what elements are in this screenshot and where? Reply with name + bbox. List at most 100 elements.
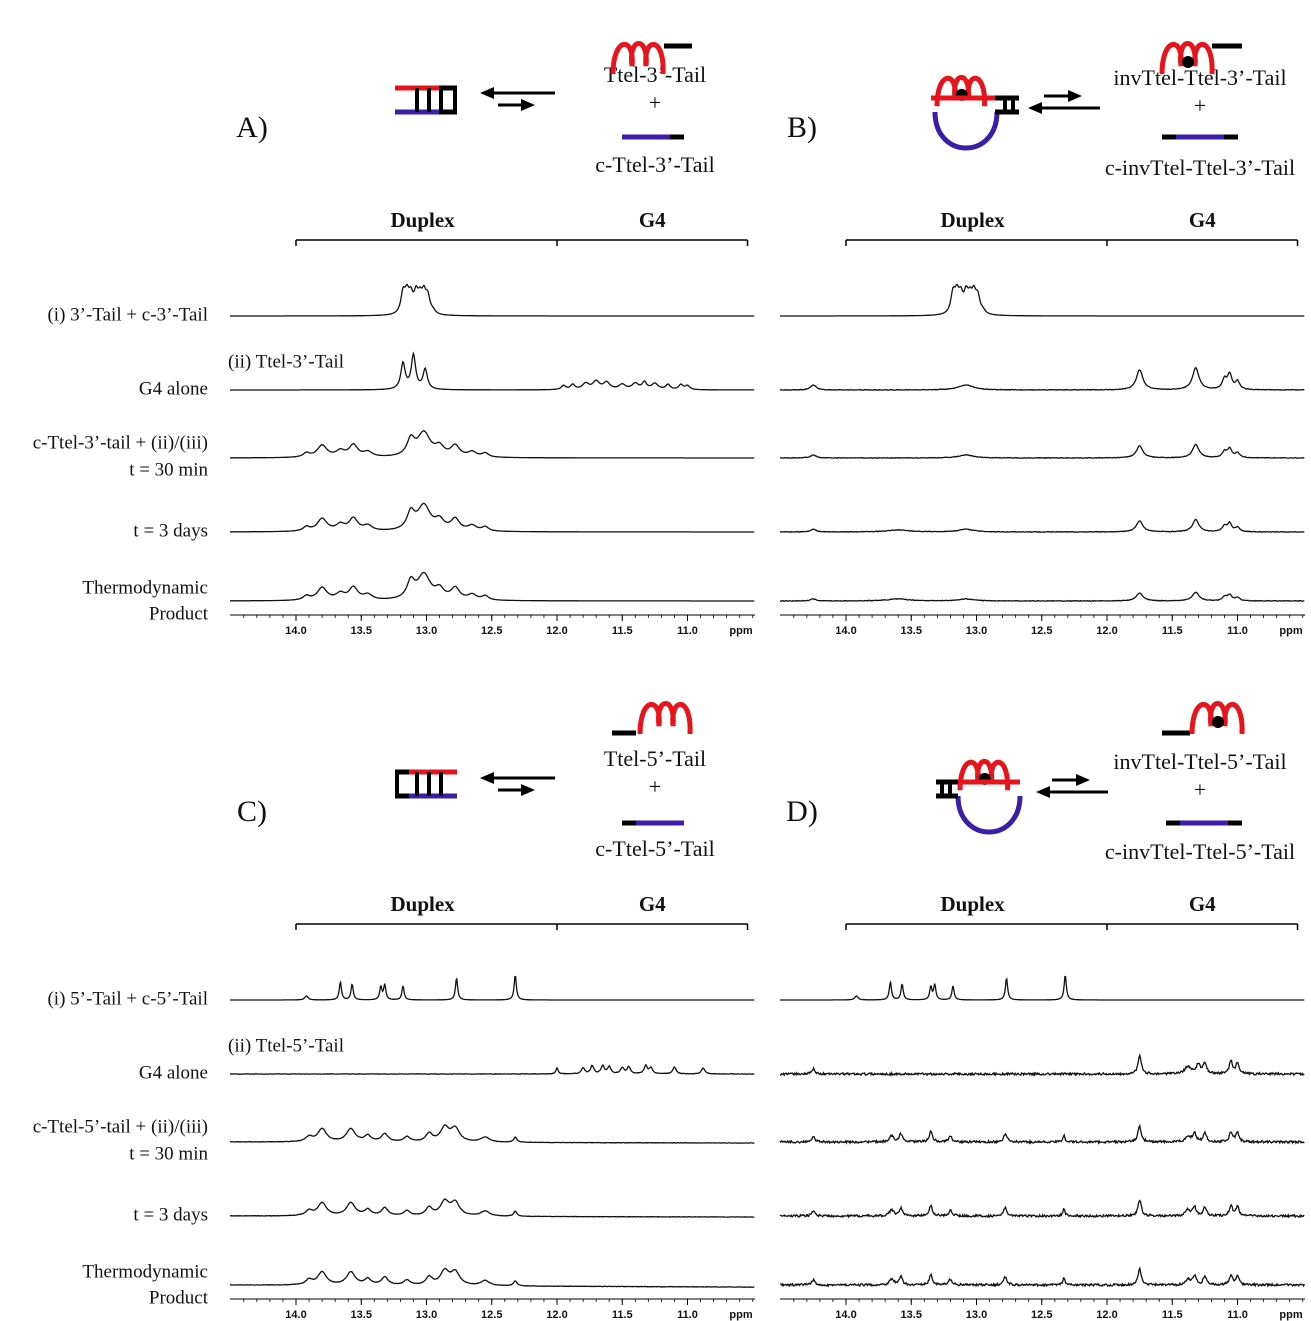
g4-icon — [637, 701, 693, 735]
nmr-spectrum — [229, 1267, 755, 1288]
row-label: Product — [149, 1287, 209, 1308]
arrow-head — [1036, 786, 1050, 798]
row-label: t = 30 min — [129, 459, 208, 480]
arrow-head — [480, 772, 494, 784]
row-label: (i) 3’-Tail + c-3’-Tail — [47, 304, 208, 325]
species-top: invTtel-Ttel-5’-Tail — [1113, 749, 1286, 774]
tick-label: 11.5 — [612, 1309, 633, 1321]
tick-label: 12.5 — [481, 625, 502, 637]
tick-label: 14.0 — [285, 1309, 306, 1321]
tick-label: 12.5 — [1031, 1309, 1052, 1321]
region-duplex: Duplex — [940, 892, 1005, 916]
species-plus: + — [1194, 777, 1206, 802]
row-label: t = 3 days — [133, 1204, 208, 1225]
nmr-spectrum — [780, 518, 1305, 533]
tick-label: 11.5 — [1162, 625, 1183, 637]
tick-label: 11.5 — [1162, 1309, 1183, 1321]
arrow-head — [1068, 90, 1082, 102]
species-bottom: c-Ttel-5’-Tail — [595, 836, 714, 861]
species-bottom: c-Ttel-3’-Tail — [595, 152, 714, 177]
arrow-head — [480, 87, 494, 99]
row-label: G4 alone — [139, 1062, 208, 1083]
tick-label: 11.0 — [677, 625, 698, 637]
g4-icon — [610, 41, 666, 75]
tick-label: 12.0 — [546, 1309, 567, 1321]
region-duplex: Duplex — [390, 208, 455, 232]
tick-label: 11.0 — [677, 1309, 698, 1321]
species-bottom: c-invTtel-Ttel-3’-Tail — [1105, 155, 1295, 180]
region-g4: G4 — [639, 208, 666, 232]
tick-label: 12.0 — [1096, 1309, 1117, 1321]
nmr-spectrum — [780, 443, 1305, 459]
panel-label: C) — [237, 795, 267, 828]
arrow-head — [521, 99, 535, 111]
tick-label: 13.5 — [901, 625, 922, 637]
tick-label: 13.0 — [416, 625, 437, 637]
loop-strand — [955, 795, 1023, 835]
g4-dot — [1182, 56, 1194, 68]
nmr-spectrum — [229, 1124, 755, 1144]
species-top: invTtel-Ttel-3’-Tail — [1113, 65, 1286, 90]
tick-label: 14.0 — [835, 625, 856, 637]
row-label: Thermodynamic — [82, 577, 208, 598]
tick-label: 13.5 — [351, 625, 372, 637]
arrow-head — [1028, 102, 1042, 114]
species-plus: + — [1194, 93, 1206, 118]
arrow-head — [1076, 774, 1090, 786]
nmr-spectrum — [780, 1053, 1305, 1077]
tick-label: 12.0 — [1096, 625, 1117, 637]
nmr-spectrum — [780, 283, 1305, 317]
axis-unit: ppm — [1279, 625, 1302, 637]
row-label: t = 3 days — [133, 520, 208, 541]
nmr-spectrum — [229, 1063, 755, 1075]
nmr-spectrum — [780, 975, 1305, 1001]
nmr-spectrum — [230, 283, 755, 317]
g4-icon — [1189, 701, 1245, 735]
g4-icon — [1159, 41, 1215, 75]
g4-icon — [934, 75, 988, 107]
nmr-spectrum — [779, 1123, 1305, 1145]
species-plus: + — [649, 774, 661, 799]
panel-label: A) — [236, 111, 268, 144]
sample-label: (ii) Ttel-3’-Tail — [228, 351, 344, 372]
tick-label: 11.0 — [1227, 1309, 1248, 1321]
region-duplex: Duplex — [940, 208, 1005, 232]
row-label: t = 30 min — [129, 1143, 208, 1164]
tick-label: 11.0 — [1227, 625, 1248, 637]
row-label: c-Ttel-5’-tail + (ii)/(iii) — [33, 1116, 208, 1137]
g4-icon — [957, 759, 1011, 791]
nmr-spectrum — [230, 571, 755, 602]
axis-unit: ppm — [729, 1309, 752, 1321]
panel-label: B) — [787, 111, 817, 144]
species-bottom: c-invTtel-Ttel-5’-Tail — [1105, 839, 1295, 864]
tick-label: 13.0 — [416, 1309, 437, 1321]
panel-label: D) — [786, 795, 818, 828]
region-g4: G4 — [1189, 892, 1216, 916]
g4-dot — [1212, 716, 1224, 728]
nmr-spectrum — [230, 975, 755, 1001]
tick-label: 13.5 — [351, 1309, 372, 1321]
species-plus: + — [649, 90, 661, 115]
species-top: Ttel-3’-Tail — [604, 62, 706, 87]
tick-label: 13.0 — [966, 625, 987, 637]
species-top: Ttel-5’-Tail — [604, 746, 706, 771]
region-g4: G4 — [1189, 208, 1216, 232]
tick-label: 14.0 — [835, 1309, 856, 1321]
loop-strand — [932, 111, 1000, 151]
tick-label: 13.5 — [901, 1309, 922, 1321]
nmr-spectrum — [230, 502, 755, 533]
tick-label: 14.0 — [285, 625, 306, 637]
row-label: Thermodynamic — [82, 1261, 208, 1282]
row-label: G4 alone — [139, 378, 208, 399]
nmr-spectrum — [229, 1198, 755, 1218]
arrow-head — [521, 784, 535, 796]
tick-label: 13.0 — [966, 1309, 987, 1321]
tick-label: 12.0 — [546, 625, 567, 637]
axis-unit: ppm — [1279, 1309, 1302, 1321]
nmr-spectrum — [230, 351, 755, 391]
tick-label: 12.5 — [1031, 625, 1052, 637]
row-label: Product — [149, 603, 209, 624]
nmr-spectrum — [779, 366, 1305, 391]
